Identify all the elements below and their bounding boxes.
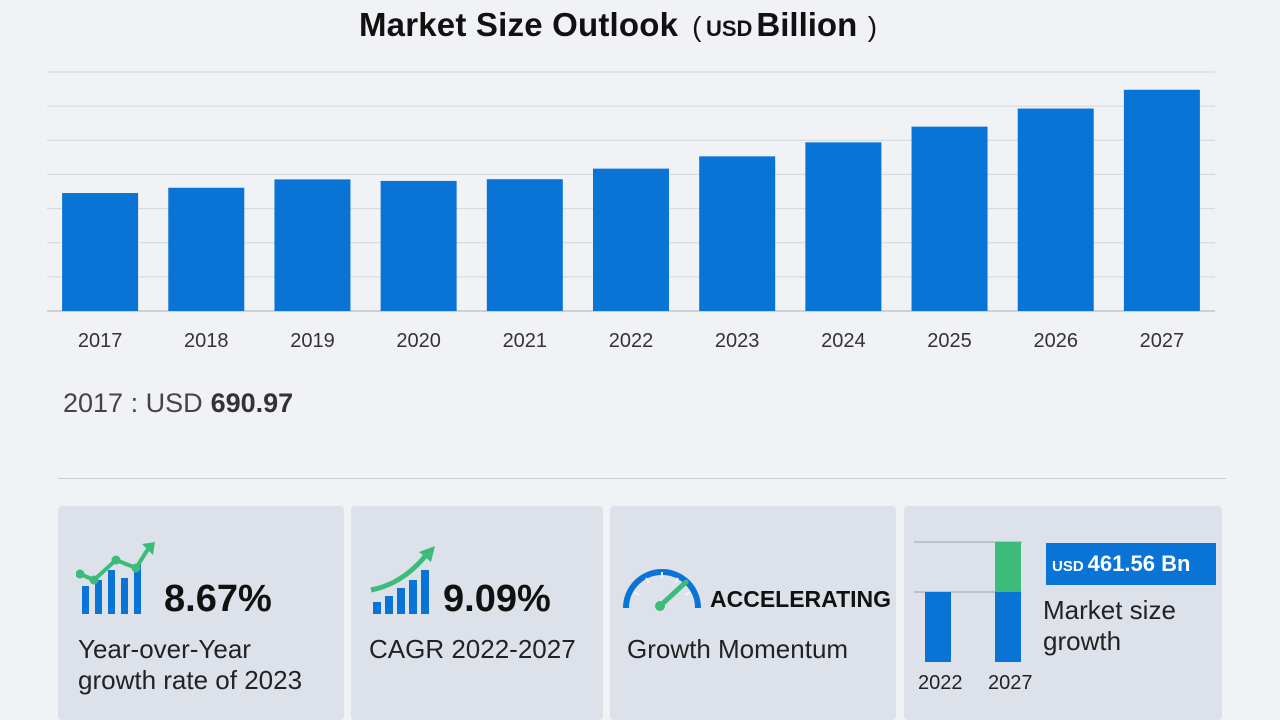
yoy-growth-card: 8.67% Year-over-Year growth rate of 2023 [58,506,344,720]
badge-currency: USD [1052,558,1084,575]
x-tick-label: 2021 [503,330,548,352]
bar-2024 [805,142,882,311]
x-tick-label: 2022 [609,330,654,352]
bar-2026 [1017,108,1094,311]
cagr-value: 9.09% [443,578,551,620]
yoy-label-line2: growth rate of 2023 [78,665,303,695]
bar-2022 [593,168,669,311]
bar-2021 [486,179,563,311]
x-tick-label: 2024 [821,330,866,352]
yoy-value: 8.67% [164,578,272,620]
market-growth-card: 2022 2027 USD 461.56 Bn Market size growt… [904,506,1222,720]
speedometer-icon [623,569,701,611]
x-tick-label: 2023 [715,330,760,352]
title-text: Market Size Outlook [358,6,679,43]
bar-chart: 2017 2018 2019 2020 2021 2022 2023 2024 2025 2026… [47,71,1215,352]
divider [58,478,1226,479]
rising-bars-icon [370,546,435,614]
growth-chart-icon [76,542,155,614]
yoy-label-line1: Year-over-Year [78,634,251,664]
growth-label-line2: growth [1043,626,1122,656]
x-tick-label: 2026 [1033,330,1078,352]
title-unit-currency: USD [705,16,753,41]
badge-value: 461.56 Bn [1087,551,1191,576]
momentum-value: ACCELERATING [710,586,892,612]
bar-2018 [168,187,245,311]
x-tick-label: 2017 [78,330,123,352]
growth-value-badge: USD 461.56 Bn [1046,543,1216,585]
baseline-value: 690.97 [210,388,294,418]
x-tick-label: 2025 [927,330,972,352]
bar-2025 [911,126,988,311]
momentum-label: Growth Momentum [627,634,849,664]
mini-year-end: 2027 [988,672,1033,694]
title-unit-scale: Billion [756,6,858,43]
title-paren-close: ) [867,11,878,42]
growth-mini-chart [914,541,1022,662]
bar-2020 [380,180,457,311]
x-tick-label: 2027 [1140,330,1185,352]
title-paren-open: ( [692,11,702,42]
bar-2017 [62,193,139,311]
baseline-value-label: 2017 : USD 690.97 [63,388,293,419]
mini-bar-2027-base [995,592,1021,662]
mini-bar-2027-growth [995,542,1021,592]
cagr-label: CAGR 2022-2027 [369,634,576,664]
bar-2023 [699,156,776,311]
x-tick-label: 2020 [396,330,441,352]
bar-2019 [274,179,351,311]
cagr-card: 9.09% CAGR 2022-2027 [351,506,603,720]
x-tick-label: 2018 [184,330,229,352]
momentum-card: ACCELERATING Growth Momentum [610,506,896,720]
x-tick-label: 2019 [290,330,335,352]
growth-label-line1: Market size [1043,595,1176,625]
baseline-year-text: 2017 : USD [63,388,203,418]
mini-bar-2022 [925,592,951,662]
chart-title: Market Size Outlook ( USD Billion ) [0,6,1236,44]
bar-2027 [1123,89,1200,311]
mini-year-start: 2022 [918,672,963,694]
